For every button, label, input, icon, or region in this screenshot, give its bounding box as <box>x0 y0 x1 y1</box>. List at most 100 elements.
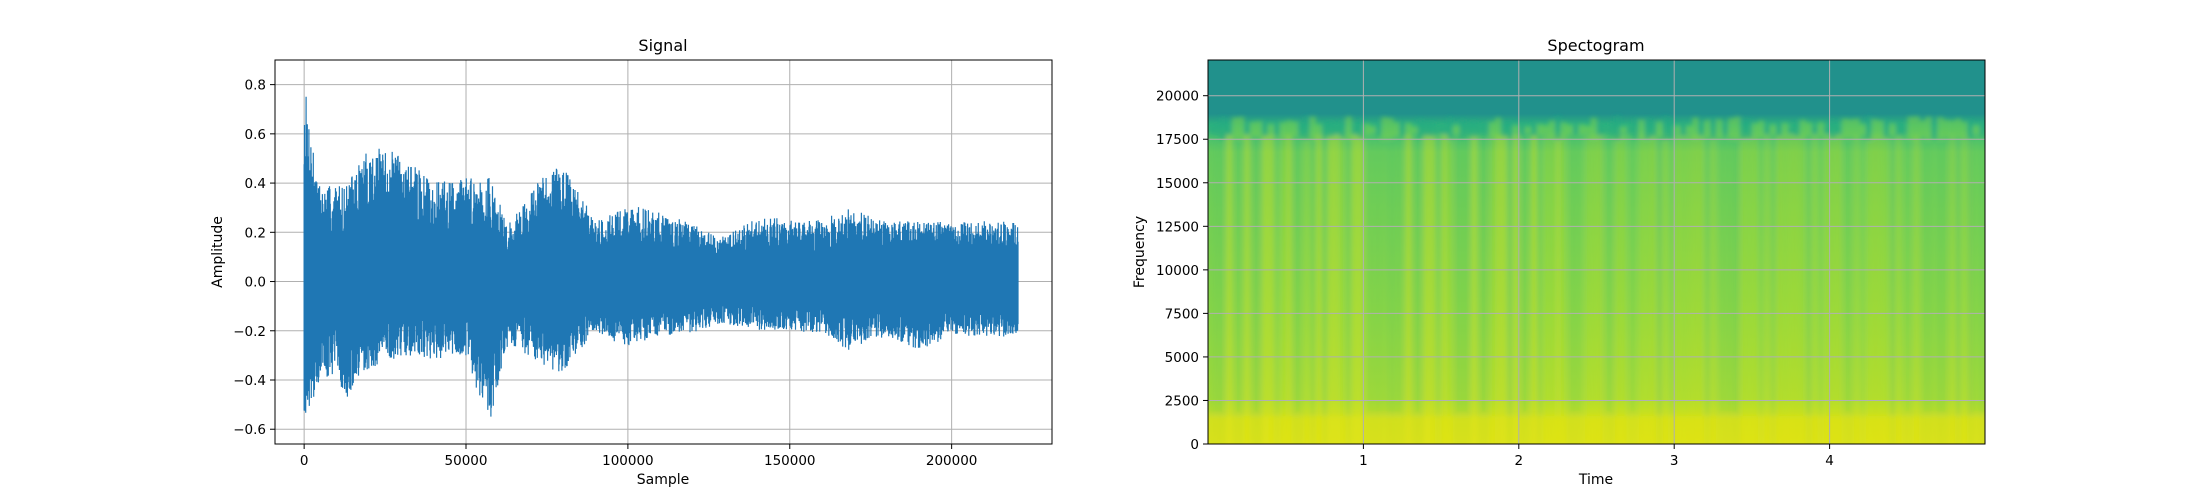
spectogram-time-streak <box>1267 134 1275 444</box>
spectogram-cutoff-edge <box>1291 121 1299 137</box>
spectogram-time-streak <box>1243 134 1251 444</box>
spectogram-time-streak <box>1393 134 1400 444</box>
spectogram-cutoff-edge <box>1847 119 1854 138</box>
spectogram-cutoff-edge <box>1853 118 1860 139</box>
spectogram-cutoff-edge <box>1913 116 1920 140</box>
spectogram-cutoff-edge <box>1925 116 1932 140</box>
spectogram-time-streak <box>1500 134 1508 444</box>
spectogram-cutoff-edge <box>1429 121 1436 137</box>
spectogram-time-streak <box>1447 134 1454 444</box>
spectogram-cutoff-edge <box>1638 119 1645 138</box>
signal-y-tick-label: 0.2 <box>245 225 266 241</box>
spectogram-cutoff-edge <box>1225 123 1233 136</box>
spectogram-time-streak <box>1405 134 1412 444</box>
spectogram-time-streak <box>1566 134 1574 444</box>
spectogram-time-streak <box>1955 134 1962 444</box>
spectogram-cutoff-edge <box>1937 117 1944 140</box>
spectogram-time-streak <box>1710 134 1717 444</box>
signal-y-axis-label: Amplitude <box>210 216 226 288</box>
spectogram-time-streak <box>1309 134 1317 444</box>
spectogram-time-streak <box>1889 134 1896 444</box>
spectogram-time-streak <box>1441 134 1448 444</box>
spectogram-cutoff-edge <box>1339 120 1346 138</box>
spectogram-time-streak <box>1668 134 1675 444</box>
spectogram-time-streak <box>1871 134 1878 444</box>
spectogram-time-streak <box>1369 134 1376 444</box>
spectogram-time-streak <box>1572 134 1580 444</box>
spectogram-time-streak <box>1680 134 1687 444</box>
spectogram-cutoff-edge <box>1267 123 1275 135</box>
spectogram-time-streak <box>1698 134 1705 444</box>
spectogram-time-streak <box>1482 134 1490 444</box>
spectogram-time-streak <box>1596 134 1603 444</box>
spectogram-time-streak <box>1255 134 1263 444</box>
spectogram-time-streak <box>1751 134 1759 444</box>
spectogram-time-streak <box>1775 134 1783 444</box>
signal-x-tick-label: 200000 <box>926 453 978 469</box>
spectogram-cutoff-edge <box>1530 122 1538 137</box>
spectogram-cutoff-edge <box>1243 124 1251 135</box>
spectogram-cutoff-edge <box>1931 118 1938 139</box>
spectogram-time-streak <box>1841 134 1849 444</box>
spectogram-time-streak <box>1273 134 1281 444</box>
spectogram-cutoff-edge <box>1423 122 1430 137</box>
spectogram-time-streak <box>1518 134 1526 444</box>
spectogram-cutoff-edge <box>1979 122 1985 137</box>
spectogram-y-tick-label: 2500 <box>1165 393 1199 409</box>
spectogram-time-streak <box>1907 134 1914 444</box>
spectogram-cutoff-edge <box>1369 126 1376 134</box>
spectogram-plot: 1 2 3 4 0 2500 5000 7500 10000 12500 15000 17500 20… <box>1132 36 1986 488</box>
spectogram-cutoff-edge <box>1411 126 1418 134</box>
signal-y-tick-label: 0.8 <box>245 78 266 94</box>
spectogram-cutoff-edge <box>1967 119 1974 138</box>
spectogram-time-streak <box>1686 134 1693 444</box>
spectogram-cutoff-edge <box>1799 119 1807 138</box>
spectogram-time-streak <box>1435 134 1442 444</box>
spectogram-time-streak <box>1769 134 1777 444</box>
spectogram-texture <box>1208 116 1985 444</box>
spectogram-time-streak <box>1883 134 1890 444</box>
spectogram-time-streak <box>1411 134 1418 444</box>
spectogram-cutoff-edge <box>1399 121 1406 137</box>
spectogram-time-streak <box>1512 134 1520 444</box>
spectogram-time-streak <box>1632 134 1639 444</box>
spectogram-cutoff-edge <box>1949 120 1956 138</box>
spectogram-time-streak <box>1351 134 1358 444</box>
spectogram-cutoff-edge <box>1578 124 1586 135</box>
spectogram-cutoff-edge <box>1477 124 1484 135</box>
signal-x-tick-label: 150000 <box>764 453 816 469</box>
spectogram-time-streak <box>1793 134 1801 444</box>
spectogram-time-streak <box>1817 134 1825 444</box>
spectogram-cutoff-edge <box>1961 121 1968 137</box>
spectogram-cutoff-edge <box>1919 120 1926 138</box>
spectogram-cutoff-edge <box>1572 125 1580 135</box>
spectogram-cutoff-edge <box>1865 116 1872 140</box>
spectogram-time-streak <box>1859 134 1866 444</box>
spectogram-time-streak <box>1644 134 1651 444</box>
spectogram-x-ticks: 1 2 3 4 <box>1359 444 1834 469</box>
spectogram-cutoff-edge <box>1955 118 1962 139</box>
spectogram-time-streak <box>1208 134 1215 444</box>
spectogram-time-streak <box>1578 134 1586 444</box>
signal-axes-frame <box>274 59 1053 445</box>
spectogram-time-streak <box>1220 134 1227 444</box>
spectogram-time-streak <box>1931 134 1938 444</box>
spectogram-y-ticks: 0 2500 5000 7500 10000 12500 15000 17500 20000 <box>1156 89 1208 453</box>
spectogram-cutoff-edge <box>1859 124 1866 135</box>
spectogram-y-tick-label: 10000 <box>1156 263 1199 279</box>
spectogram-cutoff-edge <box>1596 123 1603 136</box>
spectogram-time-streak <box>1315 134 1323 444</box>
spectogram-cutoff-edge <box>1345 116 1352 140</box>
spectogram-y-tick-label: 12500 <box>1156 219 1199 235</box>
spectogram-x-tick-label: 3 <box>1670 453 1679 469</box>
spectogram-cutoff-edge <box>1626 125 1633 134</box>
spectogram-time-streak <box>1805 134 1813 444</box>
spectogram-cutoff-edge <box>1817 122 1825 137</box>
spectogram-time-streak <box>1650 134 1657 444</box>
spectogram-time-streak <box>1781 134 1789 444</box>
spectogram-y-tick-label: 20000 <box>1156 89 1199 105</box>
spectogram-time-streak <box>1961 134 1968 444</box>
spectogram-cutoff-edge <box>1907 116 1914 140</box>
spectogram-time-streak <box>1734 134 1741 444</box>
